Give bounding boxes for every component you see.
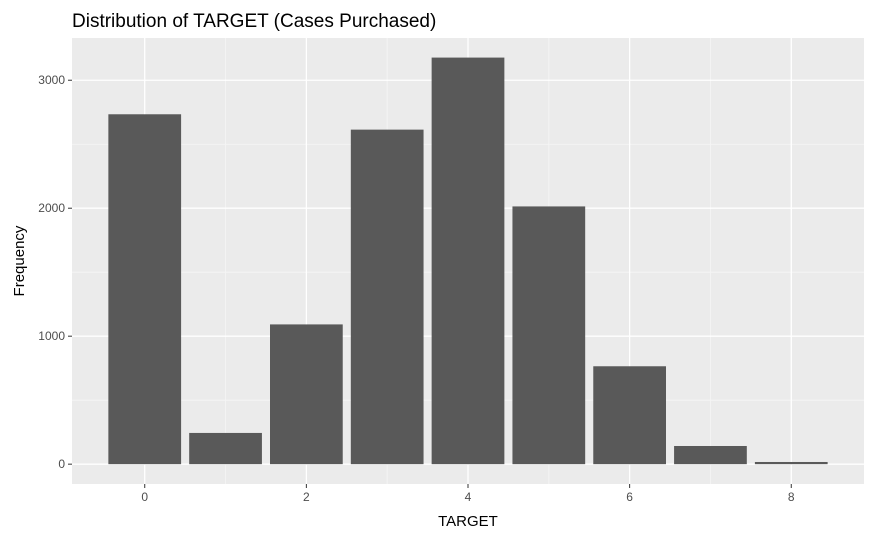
bars [108,57,828,465]
bar-5 [512,206,586,465]
x-tick-label: 8 [788,490,795,504]
bar-8 [754,461,828,465]
x-tick-label: 4 [465,490,472,504]
x-tick-label: 6 [626,490,633,504]
y-axis-title: Frequency [11,225,28,296]
bar-7 [674,445,747,465]
bar-4 [431,57,505,465]
x-tick-label: 0 [141,490,148,504]
bar-6 [593,366,666,465]
x-tick-label: 2 [303,490,310,504]
x-axis-title: TARGET [438,513,498,530]
y-axis: 0 1000 2000 3000 [38,73,72,471]
y-tick-label: 1000 [38,329,65,343]
bar-2 [270,324,343,465]
y-tick-label: 0 [58,457,65,471]
bar-1 [189,432,262,465]
y-tick-label: 2000 [38,201,65,215]
x-axis: 0 2 4 6 8 [141,484,795,504]
bar-3 [350,129,424,465]
chart-title: Distribution of TARGET (Cases Purchased) [72,11,436,32]
y-tick-label: 3000 [38,73,65,87]
bar-0 [108,114,182,465]
